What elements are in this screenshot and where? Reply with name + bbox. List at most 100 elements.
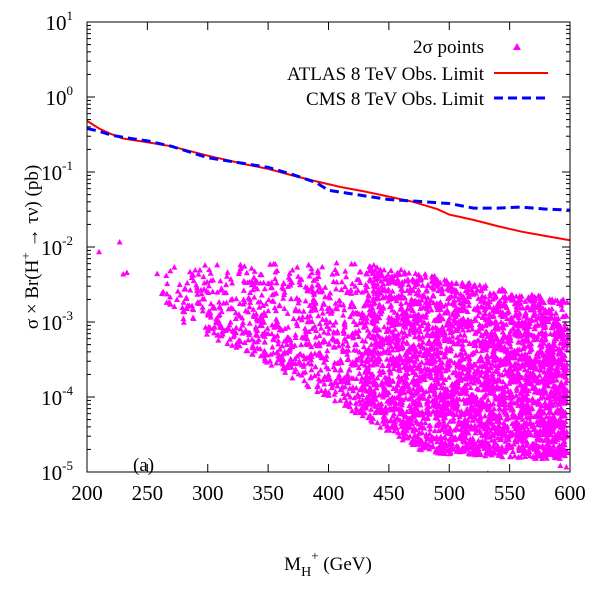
scatter-point [347, 399, 354, 406]
scatter-point [196, 266, 203, 273]
scatter-point [403, 374, 410, 380]
scatter-point [549, 299, 556, 305]
scatter-point [502, 411, 509, 417]
scatter-point [233, 344, 240, 350]
scatter-point [333, 379, 340, 386]
scatter-point [457, 331, 464, 338]
scatter-point [358, 353, 365, 359]
scatter-point [302, 297, 309, 304]
scatter-point [292, 331, 299, 338]
scatter-point [429, 277, 436, 283]
scatter-point [509, 354, 516, 361]
scatter-point [281, 325, 288, 332]
scatter-point [483, 344, 490, 350]
scatter-point [297, 351, 304, 357]
scatter-point [359, 314, 366, 321]
scatter-point [311, 372, 318, 379]
scatter-point [460, 337, 467, 343]
scatter-point [534, 375, 541, 381]
scatter-point [542, 360, 549, 366]
scatter-point [507, 343, 514, 350]
scatter-point [207, 300, 214, 307]
scatter-point [210, 276, 217, 283]
scatter-point [548, 360, 555, 367]
scatter-point [481, 412, 488, 419]
scatter-point [260, 302, 267, 309]
scatter-point [292, 334, 299, 340]
scatter-point [536, 361, 543, 368]
scatter-point [505, 336, 512, 343]
scatter-point [496, 419, 503, 425]
scatter-point [256, 304, 263, 310]
scatter-point [425, 441, 432, 448]
scatter-point [455, 337, 462, 344]
scatter-point [368, 341, 375, 347]
scatter-point [397, 377, 404, 383]
scatter-point [412, 270, 419, 276]
scatter-point [177, 291, 184, 298]
scatter-point [491, 405, 498, 412]
scatter-point [552, 432, 559, 438]
scatter-point [436, 311, 443, 318]
scatter-point [482, 304, 489, 310]
scatter-point [404, 434, 411, 441]
scatter-point [184, 279, 191, 286]
scatter-point [461, 416, 468, 422]
scatter-point [96, 248, 103, 255]
scatter-point [526, 448, 533, 455]
scatter-point [459, 326, 466, 333]
scatter-point [515, 437, 522, 443]
scatter-point [512, 312, 519, 318]
scatter-point [332, 366, 339, 373]
scatter-point [249, 351, 256, 357]
scatter-point [180, 319, 187, 325]
scatter-point [164, 280, 171, 287]
scatter-point [532, 384, 539, 390]
scatter-point [389, 321, 396, 328]
scatter-point [369, 333, 376, 339]
scatter-point [280, 280, 287, 286]
scatter-point [444, 428, 451, 435]
scatter-point [342, 383, 349, 390]
scatter-point [467, 410, 474, 416]
scatter-point [451, 397, 458, 403]
scatter-point [502, 348, 509, 354]
scatter-point [286, 270, 293, 276]
scatter-point [530, 301, 537, 308]
scatter-point [469, 374, 476, 380]
scatter-point [485, 367, 492, 374]
scatter-point [374, 419, 381, 426]
scatter-point [412, 318, 419, 325]
scatter-point [437, 390, 444, 396]
scatter-point [500, 337, 507, 344]
scatter-point [430, 408, 437, 414]
scatter-point [370, 353, 377, 359]
scatter-point [531, 312, 538, 319]
scatter-point [483, 379, 490, 385]
scatter-point [486, 442, 493, 448]
legend-label-points: 2σ points [413, 37, 484, 58]
scatter-point [456, 435, 463, 441]
scatter-point [486, 411, 493, 417]
scatter-point [242, 329, 249, 335]
scatter-point [365, 297, 372, 304]
scatter-point [482, 428, 489, 435]
scatter-point [416, 365, 423, 372]
scatter-point [332, 319, 339, 325]
scatter-point [207, 314, 214, 320]
scatter-point [306, 272, 313, 279]
scatter-point [372, 392, 379, 398]
scatter-point [436, 401, 443, 407]
scatter-point [517, 296, 524, 302]
scatter-point [362, 281, 369, 288]
y-tick-label: 10-3 [41, 308, 73, 335]
scatter-point [390, 332, 397, 338]
scatter-point [332, 300, 339, 306]
scatter-point [441, 353, 448, 360]
scatter-point [310, 277, 317, 283]
scatter-point [485, 359, 492, 366]
scatter-point [563, 346, 570, 353]
scatter-point [392, 318, 399, 324]
scatter-point [464, 429, 471, 436]
scatter-point [528, 315, 535, 322]
